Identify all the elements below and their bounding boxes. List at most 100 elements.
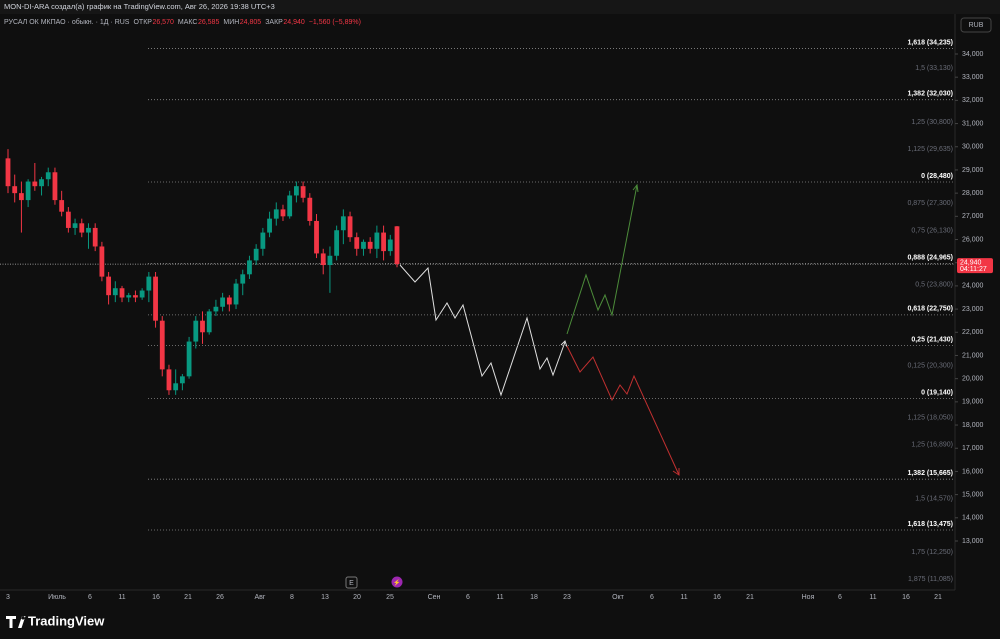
price-label: 14,000 bbox=[962, 515, 984, 522]
price-label: 24,000 bbox=[962, 283, 984, 290]
candle-body bbox=[347, 216, 353, 238]
candle-body bbox=[52, 172, 58, 201]
candle-body bbox=[5, 158, 11, 187]
brand: TradingView bbox=[28, 613, 105, 628]
arrow-head bbox=[560, 340, 568, 348]
candle-body bbox=[247, 260, 252, 275]
price-label: 31,000 bbox=[962, 120, 984, 127]
price-label: 21,000 bbox=[962, 352, 984, 359]
candle-body bbox=[153, 276, 158, 321]
price-tag bbox=[957, 258, 993, 274]
currency[interactable]: RUB bbox=[969, 22, 984, 29]
time-label: 21 bbox=[184, 594, 192, 601]
legend-text: 24,805 bbox=[240, 19, 262, 26]
time-label: 6 bbox=[466, 594, 470, 601]
candle-body bbox=[59, 200, 65, 212]
candle-body bbox=[367, 241, 373, 249]
arrow-head bbox=[672, 468, 680, 476]
legend-text: РУСАЛ ОК МКПАО · обыкн. · 1Д · RUS bbox=[4, 18, 130, 26]
time-label: 11 bbox=[680, 594, 687, 601]
legend-text: −1,560 (−5,89%) bbox=[309, 19, 361, 26]
logo bbox=[6, 616, 26, 628]
price-tag-label: 24,940 bbox=[960, 259, 982, 266]
candle-body bbox=[99, 246, 105, 277]
event-marker[interactable] bbox=[391, 576, 403, 588]
fib-label: 1,25 (16,890) bbox=[911, 442, 953, 449]
fib-label: 0,875 (27,300) bbox=[907, 200, 953, 207]
candle-body bbox=[300, 186, 306, 198]
legend-text: ОТКР bbox=[133, 19, 152, 26]
candle-body bbox=[354, 237, 360, 249]
time-label: 11 bbox=[496, 594, 503, 601]
fib-label: 1,5 (33,130) bbox=[915, 65, 953, 72]
price-label: 26,000 bbox=[962, 236, 984, 243]
fib-label: 1,25 (30,800) bbox=[911, 119, 953, 126]
bull-path bbox=[566, 184, 638, 335]
candle-body bbox=[394, 226, 400, 265]
candle-body bbox=[293, 186, 299, 196]
time-label: 18 bbox=[530, 594, 538, 601]
fib-label: 0,125 (20,300) bbox=[907, 363, 953, 370]
event-label[interactable]: ⚡ bbox=[393, 579, 400, 587]
candle-body bbox=[146, 276, 152, 291]
fib-label: 0,25 (21,430) bbox=[911, 336, 953, 343]
candle-body bbox=[226, 297, 232, 305]
time-label: 6 bbox=[650, 594, 654, 601]
legend-text: 26,585 bbox=[198, 19, 220, 26]
legend-text: 26,570 bbox=[152, 19, 174, 26]
fib-label: 0,618 (22,750) bbox=[907, 306, 953, 313]
time-label: 21 bbox=[746, 594, 754, 601]
candle-body bbox=[186, 341, 192, 377]
candle-body bbox=[92, 227, 98, 247]
time-label: 6 bbox=[838, 594, 842, 601]
candle-body bbox=[327, 255, 333, 266]
candle-body bbox=[253, 248, 259, 261]
time-label: 11 bbox=[869, 594, 876, 601]
fib-label: 1,618 (34,235) bbox=[907, 39, 953, 46]
price-label: 33,000 bbox=[962, 74, 984, 81]
candle-body bbox=[374, 232, 380, 249]
price-label: 15,000 bbox=[962, 491, 984, 498]
candle-body bbox=[307, 197, 313, 221]
currency-button[interactable] bbox=[960, 17, 992, 33]
time-label: Авг bbox=[255, 594, 266, 601]
candle-body bbox=[19, 193, 24, 201]
legend-text: МАКС bbox=[178, 19, 198, 26]
candle-body bbox=[314, 220, 319, 254]
candle-body bbox=[45, 172, 51, 180]
time-label: 3 bbox=[6, 594, 10, 601]
projection-path bbox=[399, 264, 566, 397]
fib-label: 1,618 (13,475) bbox=[907, 521, 953, 528]
price-label: 29,000 bbox=[962, 167, 984, 174]
candle-body bbox=[320, 253, 326, 266]
earnings-marker[interactable] bbox=[345, 576, 358, 589]
fib-label: 0 (28,480) bbox=[921, 173, 953, 180]
time-label: 13 bbox=[321, 594, 329, 601]
candle-body bbox=[387, 239, 393, 252]
top-bar bbox=[0, 0, 1000, 14]
candle-body bbox=[287, 195, 293, 217]
candle-body bbox=[280, 209, 286, 217]
fib-label: 1,75 (12,250) bbox=[911, 549, 953, 556]
candle-body bbox=[39, 179, 44, 187]
candle-body bbox=[166, 369, 172, 391]
time-label: 23 bbox=[563, 594, 571, 601]
price-label: 34,000 bbox=[962, 51, 984, 58]
candle-body bbox=[340, 216, 346, 231]
price-label: 20,000 bbox=[962, 376, 984, 383]
price-label: 16,000 bbox=[962, 468, 984, 475]
candle-body bbox=[206, 311, 212, 333]
time-label: Сен bbox=[428, 594, 441, 601]
fib-label: 1,382 (32,030) bbox=[907, 91, 953, 98]
earnings-label[interactable]: E bbox=[349, 580, 354, 587]
time-label: 26 bbox=[216, 594, 224, 601]
candle-body bbox=[106, 276, 112, 296]
price-label: 13,000 bbox=[962, 538, 984, 545]
fib-label: 1,5 (14,570) bbox=[915, 495, 953, 502]
countdown: 04:11:27 bbox=[960, 266, 987, 273]
candle-body bbox=[260, 232, 266, 249]
time-label: 21 bbox=[934, 594, 942, 601]
price-label: 19,000 bbox=[962, 399, 984, 406]
time-label: 16 bbox=[713, 594, 721, 601]
candle-body bbox=[220, 297, 226, 307]
